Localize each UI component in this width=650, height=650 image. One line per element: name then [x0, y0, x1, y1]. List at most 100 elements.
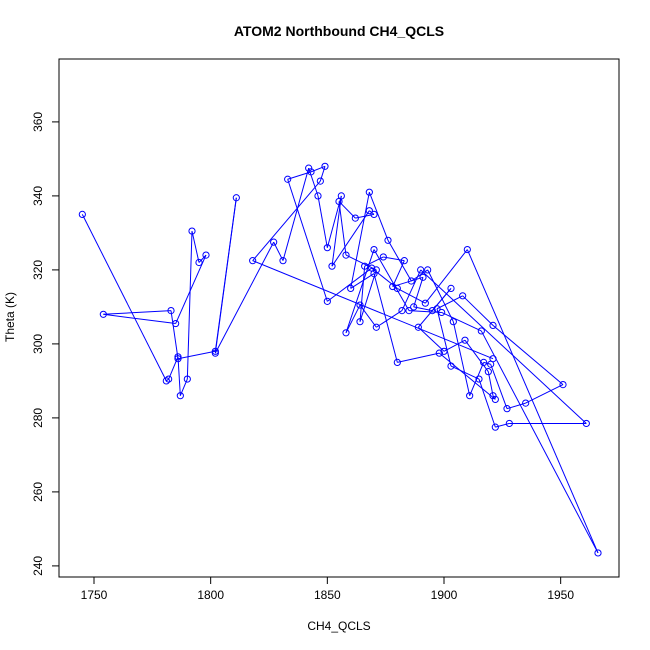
data-point	[480, 358, 488, 366]
data-point	[447, 284, 455, 292]
series-segment	[331, 210, 370, 267]
series-lines	[81, 165, 599, 554]
series-segment	[214, 197, 237, 354]
data-point	[424, 266, 432, 274]
series-segment	[452, 321, 471, 396]
series-segment	[397, 352, 440, 363]
series-segment	[373, 249, 410, 311]
series-segment	[166, 378, 169, 382]
data-point	[211, 349, 219, 357]
series-segment	[186, 231, 193, 380]
data-point	[370, 245, 378, 254]
series-segment	[478, 378, 496, 428]
series-segment	[469, 362, 485, 396]
series-segment	[177, 356, 181, 396]
series-segment	[466, 249, 599, 554]
data-point	[475, 375, 483, 383]
data-point	[522, 399, 530, 407]
data-point	[270, 238, 278, 246]
data-point	[323, 297, 331, 305]
data-point	[447, 362, 455, 370]
series-segment	[413, 277, 424, 308]
data-point	[414, 323, 422, 331]
data-point	[321, 162, 329, 170]
data-point	[99, 310, 107, 318]
series-segment	[319, 166, 326, 182]
data-point	[389, 282, 397, 291]
series-segment	[81, 214, 167, 382]
data-point	[316, 177, 324, 185]
data-point	[421, 299, 429, 307]
series-segment	[345, 254, 377, 271]
series-segment	[397, 287, 426, 304]
series-segment	[338, 201, 356, 219]
data-point	[417, 266, 425, 274]
data-point	[440, 347, 448, 355]
series-segment	[198, 254, 207, 263]
data-point	[165, 375, 173, 383]
data-point	[405, 307, 413, 315]
data-point	[410, 303, 418, 311]
series-segment	[308, 167, 319, 197]
data-point	[342, 251, 350, 259]
series-segment	[103, 310, 172, 315]
series-segment	[168, 356, 179, 380]
data-point	[347, 284, 355, 292]
data-point	[211, 347, 219, 355]
series-segment	[483, 361, 491, 365]
data-point	[284, 175, 292, 183]
y-axis: 240 260 280 300 320 340 360	[31, 112, 59, 576]
data-point	[489, 355, 497, 363]
series-segment	[373, 273, 398, 363]
series-segment	[441, 311, 482, 332]
x-tick-label: 1950	[547, 588, 574, 602]
y-tick-label: 240	[31, 556, 45, 576]
series-segment	[345, 249, 375, 333]
data-point	[323, 244, 331, 252]
data-point	[188, 227, 196, 235]
data-point	[466, 392, 474, 400]
data-point	[174, 355, 182, 363]
data-point	[342, 329, 350, 337]
x-tick-label: 1900	[431, 588, 458, 602]
data-point	[356, 318, 364, 326]
series-segment	[310, 165, 326, 173]
y-tick-label: 260	[31, 482, 45, 502]
series-segment	[462, 295, 494, 326]
series-segment	[417, 326, 445, 352]
data-point	[307, 168, 315, 176]
data-point	[379, 253, 387, 261]
data-point	[435, 349, 443, 357]
data-point	[433, 305, 441, 313]
data-point	[365, 207, 373, 215]
series-segment	[417, 288, 452, 328]
series-segment	[317, 195, 328, 248]
series-segment	[327, 267, 372, 302]
plot-frame	[58, 58, 620, 578]
data-point	[78, 210, 86, 218]
data-point	[505, 419, 513, 428]
data-point	[305, 164, 313, 172]
series-segment	[252, 180, 321, 261]
series-segment	[191, 230, 200, 263]
data-point	[167, 307, 175, 315]
data-point	[361, 262, 369, 270]
series-segment	[464, 339, 489, 372]
series-segment	[450, 365, 480, 380]
y-tick-label: 360	[31, 112, 45, 132]
series-segment	[392, 260, 405, 287]
x-tick-label: 1800	[197, 588, 224, 602]
data-point	[438, 308, 446, 317]
data-point	[202, 251, 210, 259]
data-point	[328, 262, 336, 270]
data-point	[335, 197, 343, 206]
series-segment	[487, 371, 494, 396]
series-segment	[443, 339, 466, 352]
data-point	[393, 358, 401, 366]
data-point	[461, 336, 469, 344]
series-segment	[170, 310, 179, 359]
series-segment	[376, 310, 403, 328]
y-tick-label: 300	[31, 334, 45, 354]
data-point	[176, 392, 184, 400]
data-point	[183, 375, 191, 383]
